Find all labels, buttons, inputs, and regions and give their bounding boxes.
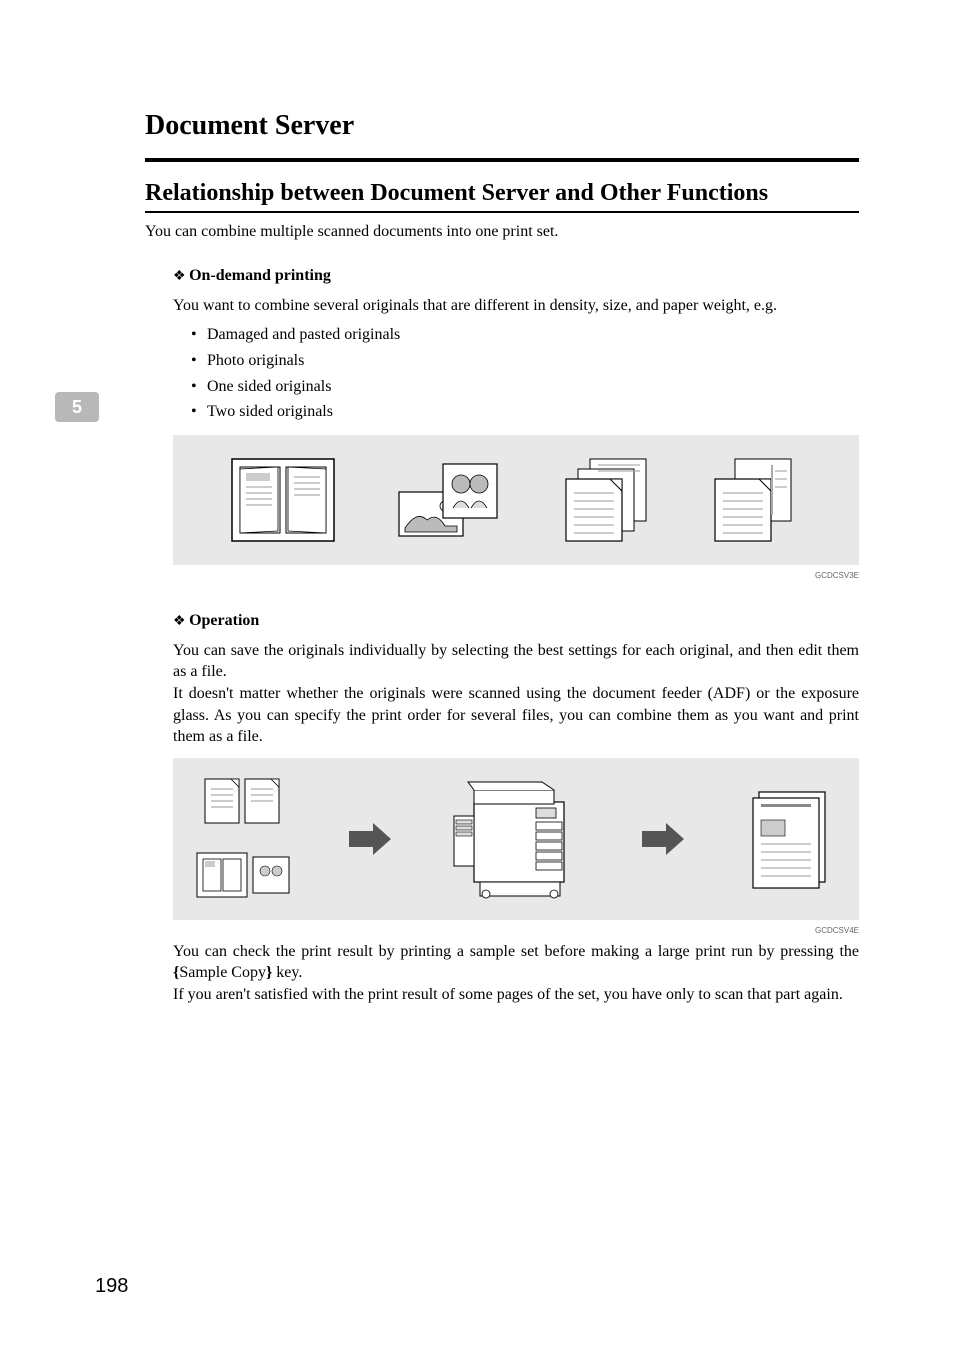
output-booklet-icon (739, 784, 839, 894)
originals-bullet-list: Damaged and pasted originals Photo origi… (191, 322, 859, 424)
mixed-originals-icon (193, 847, 293, 903)
intro-text: You can combine multiple scanned documen… (145, 223, 859, 241)
one-sided-icon (556, 455, 656, 545)
chapter-rule (145, 158, 859, 162)
list-item: Two sided originals (191, 399, 859, 425)
section-rule (145, 211, 859, 213)
figure-tag-2: GCDCSV4E (173, 926, 859, 935)
chapter-title: Document Server (145, 110, 859, 142)
list-item: Photo originals (191, 348, 859, 374)
figure-tag-1: GCDCSV3E (173, 571, 859, 580)
figure-originals-types (173, 435, 859, 565)
copier-machine-icon (446, 774, 586, 904)
photo-originals-icon (387, 460, 507, 540)
two-sided-icon (705, 455, 805, 545)
para-save-individually: You can save the originals individually … (173, 640, 859, 683)
para-sample-copy: You can check the print result by printi… (173, 941, 859, 984)
arrow-right-icon (638, 819, 688, 859)
para-adf-glass: It doesn't matter whether the originals … (173, 683, 859, 748)
book-originals-icon (228, 455, 338, 545)
lead-on-demand: On-demand printing (173, 265, 859, 287)
page-number: 198 (95, 1275, 128, 1298)
arrow-right-icon (345, 819, 395, 859)
content-block-1: On-demand printing You want to combine s… (173, 265, 859, 1006)
para-rescan: If you aren't satisfied with the print r… (173, 984, 859, 1006)
section-tab: 5 (55, 392, 99, 422)
section-title: Relationship between Document Server and… (145, 180, 859, 207)
figure-workflow (173, 758, 859, 920)
para-combine-originals: You want to combine several originals th… (173, 295, 859, 317)
list-item: One sided originals (191, 374, 859, 400)
stacked-docs-icon (193, 775, 283, 835)
list-item: Damaged and pasted originals (191, 322, 859, 348)
lead-operation: Operation (173, 610, 859, 632)
